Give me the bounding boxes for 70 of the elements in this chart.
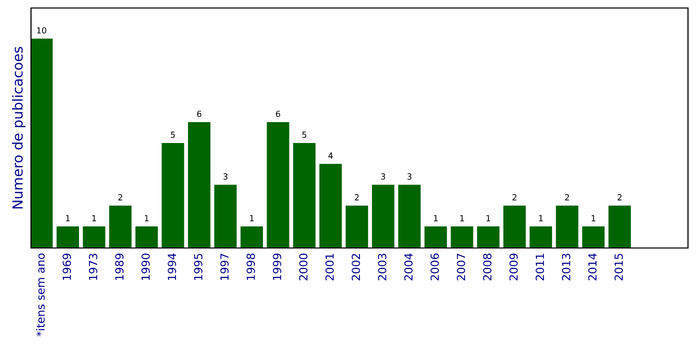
x-tick-label: 2006 <box>430 254 439 280</box>
data-label: 4 <box>328 152 333 159</box>
x-tick-label: 2011 <box>536 254 544 280</box>
data-label: 1 <box>92 215 96 222</box>
data-label: 6 <box>276 110 280 117</box>
x-tick-label: 1969 <box>62 254 72 280</box>
x-tick-label: 1989 <box>115 254 124 280</box>
data-label: 1 <box>66 215 70 222</box>
x-tick-label: 2003 <box>378 254 386 280</box>
x-tick-label: 1997 <box>220 254 229 280</box>
data-label: 5 <box>170 132 175 138</box>
x-tick-label: 1999 <box>272 254 282 280</box>
bar <box>319 164 342 248</box>
bar <box>56 226 79 248</box>
bar <box>582 226 605 248</box>
data-label: 2 <box>618 194 622 200</box>
bar <box>31 38 53 248</box>
bar <box>266 122 290 248</box>
bar <box>503 206 526 248</box>
x-tick-label: 1973 <box>88 254 98 280</box>
bar <box>162 142 184 248</box>
x-tick-label: 2007 <box>456 254 466 280</box>
bar <box>372 184 394 248</box>
bar <box>214 184 237 248</box>
data-label: 1 <box>486 215 490 222</box>
data-label: 2 <box>512 194 516 200</box>
data-label: 1 <box>144 215 149 222</box>
bar <box>346 206 368 248</box>
bar <box>135 226 158 248</box>
data-label: 1 <box>250 215 254 222</box>
data-label: 1 <box>539 215 543 222</box>
data-label: 6 <box>197 110 202 117</box>
x-tick-label: 2009 <box>509 254 518 280</box>
x-tick-label: 2015 <box>614 254 623 280</box>
bar <box>82 226 106 248</box>
data-label: 3 <box>381 173 386 180</box>
x-tick-label: 1994 <box>168 253 176 280</box>
data-label: 1 <box>460 215 464 222</box>
x-tick-label: 1995 <box>194 254 202 280</box>
x-tick-label: 2004 <box>404 253 413 280</box>
data-label: 5 <box>302 132 306 138</box>
bar <box>293 142 316 248</box>
x-tick-label: 2008 <box>483 254 492 280</box>
y-axis-title: Numero de publicacoes <box>12 46 26 208</box>
bar <box>608 206 631 248</box>
x-tick-label: 1990 <box>141 254 150 280</box>
x-tick-label: 2002 <box>352 254 360 280</box>
x-tick-label: 2014 <box>588 253 597 280</box>
data-label: 2 <box>118 194 122 200</box>
data-label: 10 <box>37 27 46 34</box>
data-label: 2 <box>354 194 359 200</box>
x-tick-label: 2013 <box>562 254 570 280</box>
bar <box>240 226 263 248</box>
bar <box>398 184 421 248</box>
bar <box>188 122 210 248</box>
bar <box>477 226 500 248</box>
data-label: 3 <box>407 173 412 180</box>
bar <box>109 206 132 248</box>
bar <box>424 226 447 248</box>
x-tick-label: 2001 <box>325 254 334 280</box>
data-label: 1 <box>592 215 596 222</box>
x-tick-label: 1998 <box>246 254 255 280</box>
data-label: 2 <box>565 194 569 200</box>
x-tick-label: 2000 <box>299 254 308 280</box>
bar <box>556 206 578 248</box>
bar <box>450 226 474 248</box>
data-label: 3 <box>223 173 228 180</box>
bar <box>530 226 552 248</box>
x-tick-label: *itens sem ano <box>36 253 45 336</box>
data-label: 1 <box>434 215 438 222</box>
